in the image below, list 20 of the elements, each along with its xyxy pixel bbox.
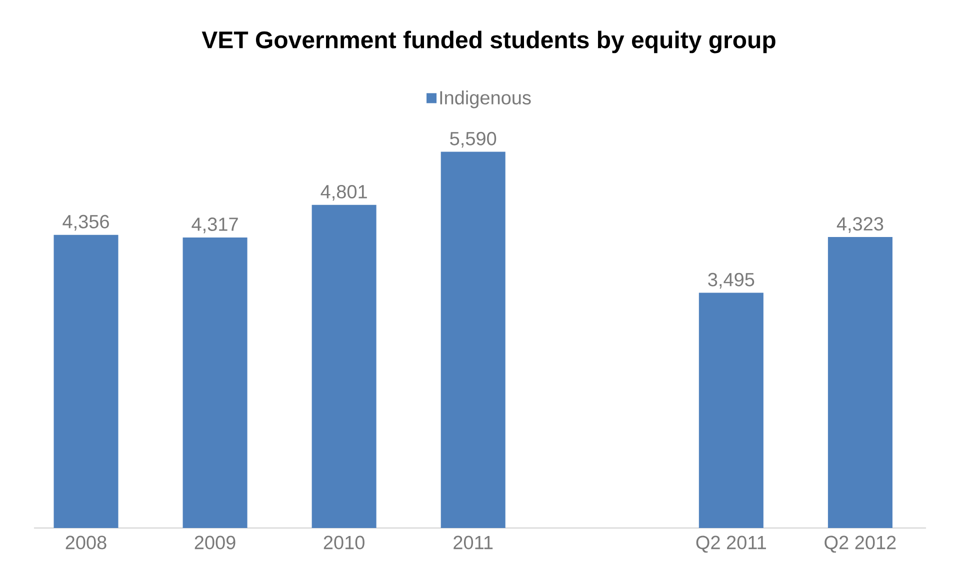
x-tick-label: Q2 2011: [696, 536, 766, 553]
x-tick-label: 2010: [324, 536, 364, 550]
bar: [440, 152, 506, 528]
data-label: 4,356: [62, 214, 109, 231]
chart-title: VET Government funded students by equity group: [202, 30, 776, 54]
bar: [828, 237, 892, 528]
x-tick-label: Q2 2012: [824, 536, 896, 553]
legend-label: Indigenous: [440, 90, 531, 108]
x-tick-label: 2008: [66, 536, 106, 550]
x-tick-label: 2011: [454, 536, 493, 550]
data-label: 5,590: [450, 132, 496, 148]
data-label: 3,495: [708, 272, 754, 289]
data-label: 4,801: [320, 184, 367, 201]
bar: [54, 234, 118, 528]
x-tick-label: 2009: [194, 536, 236, 550]
bar: [698, 292, 764, 528]
bar: [312, 204, 376, 528]
data-label: 4,317: [192, 218, 238, 234]
bar: [182, 237, 248, 528]
data-label: 4,323: [836, 217, 884, 233]
